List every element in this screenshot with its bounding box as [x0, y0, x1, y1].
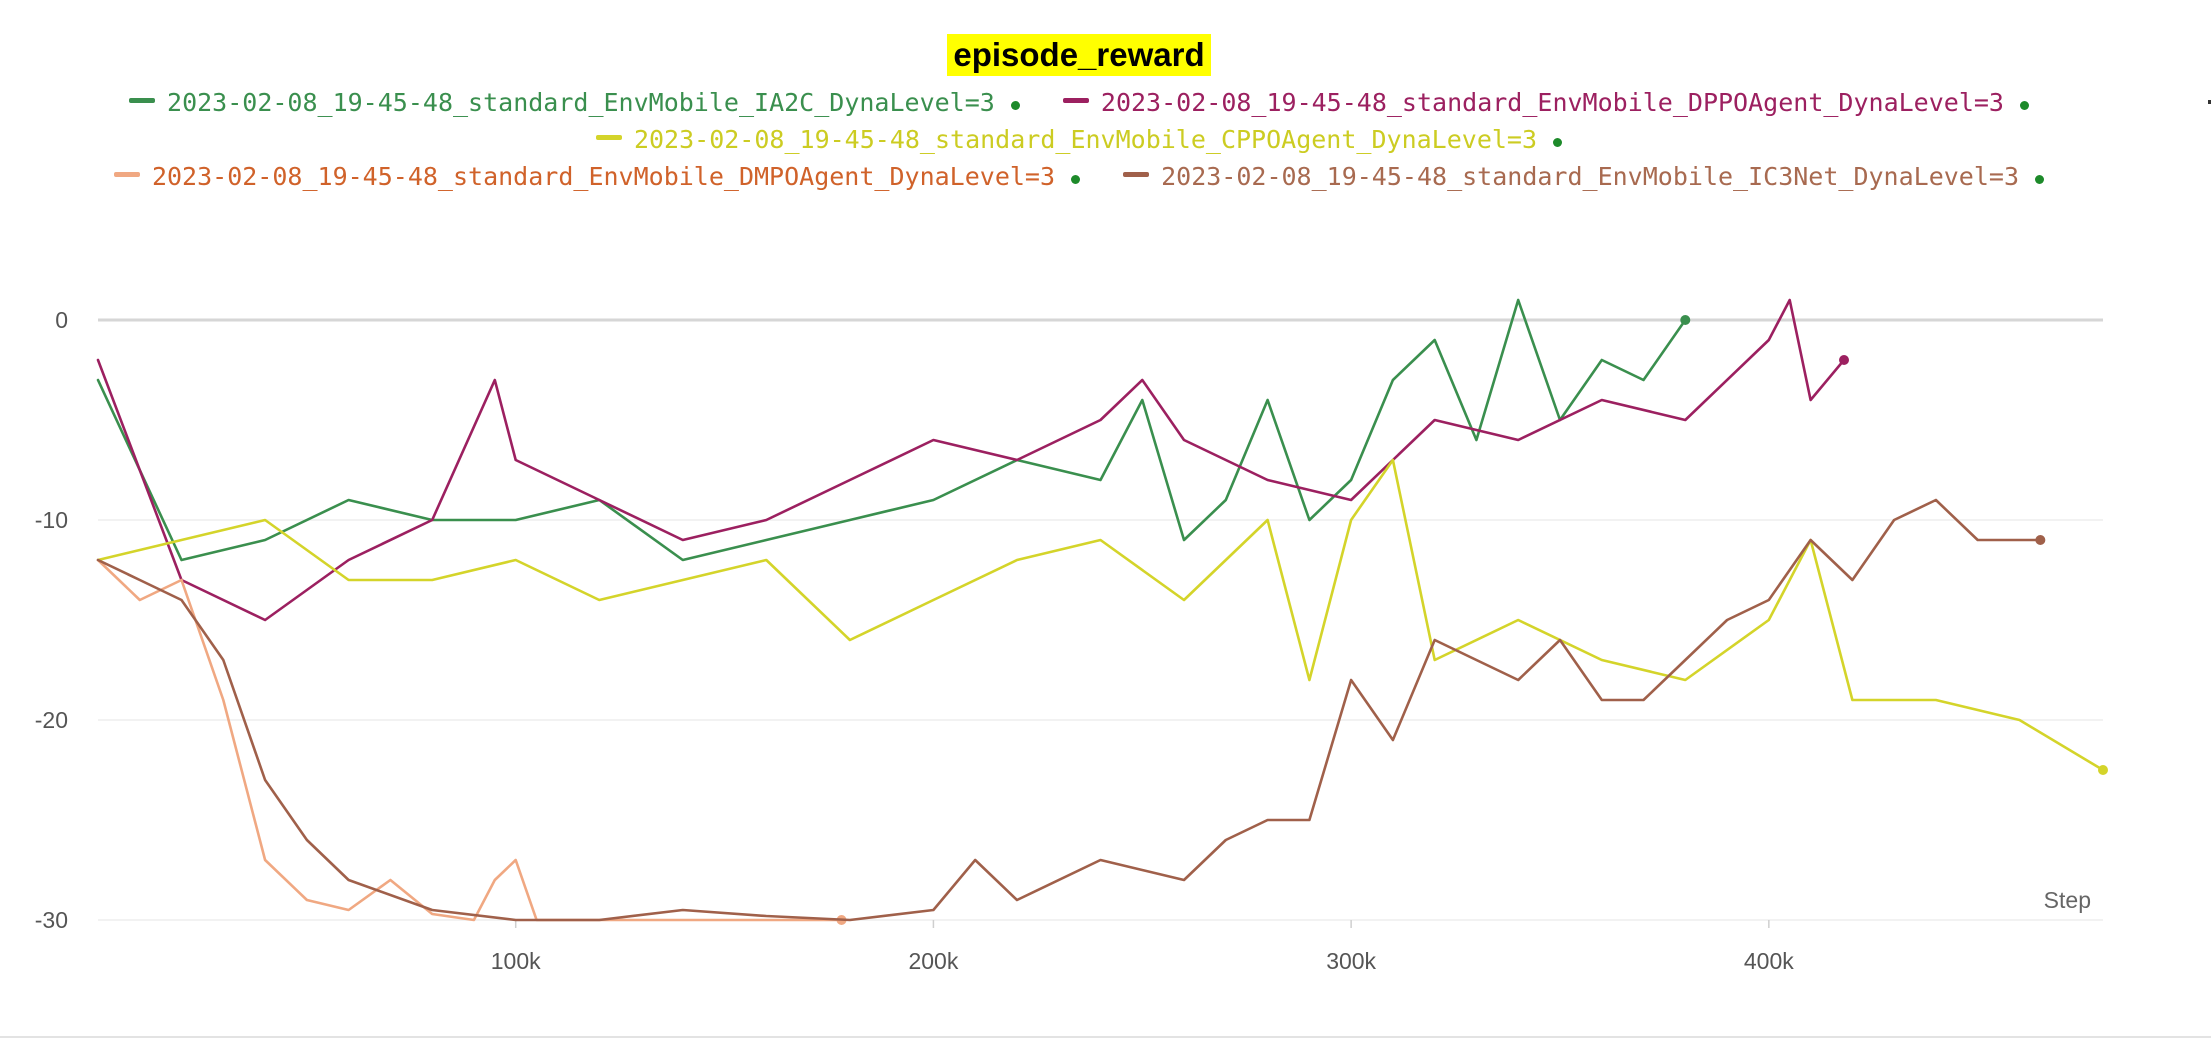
legend-swatch-dmpo	[113, 172, 140, 177]
series-end-point-2	[2098, 765, 2108, 775]
legend-status-dot	[1010, 101, 1020, 110]
legend-label-ia2c: 2023-02-08_19-45-48_standard_EnvMobile_I…	[167, 88, 995, 117]
series-line-3	[96, 558, 843, 922]
chart-title-wrap: episode_reward	[0, 34, 2158, 76]
legend-status-dot	[1071, 175, 1081, 184]
y-tick-label: 0	[55, 307, 68, 333]
legend-item-cppo[interactable]: 2023-02-08_19-45-48_standard_EnvMobile_C…	[595, 123, 1563, 157]
chart-title: episode_reward	[947, 34, 1211, 76]
series-end-point-0	[1680, 315, 1691, 325]
legend-label-cppo: 2023-02-08_19-45-48_standard_EnvMobile_C…	[633, 125, 1538, 154]
x-tick-label: 100k	[491, 948, 541, 974]
series-line-1	[96, 298, 1846, 622]
legend-item-dppo[interactable]: 2023-02-08_19-45-48_standard_EnvMobile_D…	[1062, 86, 2029, 120]
legend-status-dot	[2019, 101, 2029, 110]
legend-swatch-cppo	[595, 135, 622, 140]
series-line-2	[96, 458, 2105, 772]
legend-label-dmpo: 2023-02-08_19-45-48_standard_EnvMobile_D…	[151, 162, 1056, 191]
legend-row-3: 2023-02-08_19-45-48_standard_EnvMobile_D…	[0, 160, 2158, 194]
legend-swatch-ia2c	[129, 98, 156, 103]
series-end-point-4	[2035, 535, 2046, 545]
x-tick-label: 200k	[908, 948, 958, 974]
legend-item-ic3net[interactable]: 2023-02-08_19-45-48_standard_EnvMobile_I…	[1123, 160, 2045, 194]
x-tick-label: 300k	[1326, 948, 1376, 974]
legend-row-1: 2023-02-08_19-45-48_standard_EnvMobile_I…	[0, 86, 2158, 120]
legend-label-dppo: 2023-02-08_19-45-48_standard_EnvMobile_D…	[1100, 88, 2004, 117]
series-line-0	[96, 298, 1687, 562]
legend-item-dmpo[interactable]: 2023-02-08_19-45-48_standard_EnvMobile_D…	[113, 160, 1081, 194]
x-tick-label: 400k	[1744, 948, 1794, 974]
series-line-4	[96, 498, 2042, 922]
y-tick-label: -10	[35, 507, 68, 533]
panel-edge-marker	[2208, 100, 2211, 104]
x-axis-label: Step	[2044, 887, 2091, 913]
legend-swatch-ic3net	[1123, 172, 1150, 177]
legend-row-2: 2023-02-08_19-45-48_standard_EnvMobile_C…	[0, 123, 2158, 157]
series-end-point-1	[1839, 355, 1850, 365]
legend-swatch-dppo	[1062, 98, 1089, 103]
series-layer	[96, 298, 2108, 925]
grid-layer	[98, 318, 2103, 928]
axis-layer: 0 -10 -20 -30 100k 200k 300k 400k Step	[35, 307, 2091, 974]
legend-label-ic3net: 2023-02-08_19-45-48_standard_EnvMobile_I…	[1161, 162, 2020, 191]
y-tick-label: -20	[35, 707, 68, 733]
legend-status-dot	[1553, 138, 1563, 147]
y-tick-label: -30	[35, 907, 68, 933]
legend-status-dot	[2035, 175, 2045, 184]
legend-item-ia2c[interactable]: 2023-02-08_19-45-48_standard_EnvMobile_I…	[129, 86, 1020, 120]
